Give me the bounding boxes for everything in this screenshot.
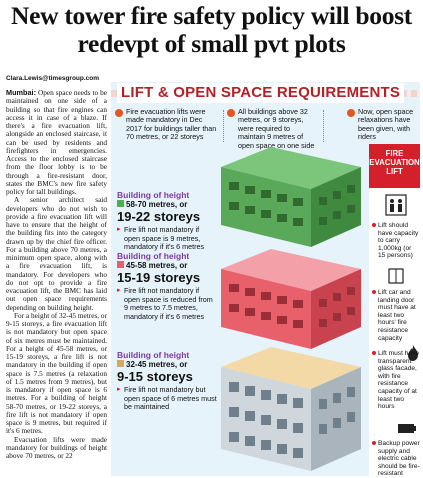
green-swatch <box>117 200 124 207</box>
sidebar-item: Lift should have capacity to carry 1,000… <box>372 222 420 260</box>
article-paragraph: For a height of 32-45 metres, or 9-15 st… <box>6 310 107 436</box>
infographic-title: LIFT & OPEN SPACE REQUIREMENTS <box>117 83 405 103</box>
height-category-45-58: Building of height 45-58 metres, or 15-1… <box>117 251 217 321</box>
article-paragraph: Mumbai: Open space needs to be maintaine… <box>6 89 107 196</box>
dateline: Mumbai: <box>6 89 36 97</box>
article-paragraph: A senior architect said developers who d… <box>6 195 107 312</box>
elevator-icon <box>388 268 404 284</box>
people-icon <box>385 194 407 216</box>
green-building <box>221 147 361 247</box>
height-category-32-45: Building of height 32-45 metres, or 9-15… <box>117 350 217 412</box>
fact-item: Now, open space relaxations have been gi… <box>347 107 417 142</box>
pink-swatch <box>117 261 124 268</box>
sidebar-item: Lift car and landing door must have at l… <box>372 289 420 342</box>
battery-icon <box>398 424 416 433</box>
sidebar-item: Lift must have transparent glass facade,… <box>372 350 420 411</box>
fire-evacuation-lift-sidebar: FIRE EVACUATION LIFT Lift should have ca… <box>369 144 420 476</box>
infographic-panel: LIFT & OPEN SPACE REQUIREMENTS Fire evac… <box>111 82 420 476</box>
tan-building <box>221 347 361 471</box>
fact-item: Fire evacuation lifts were made mandator… <box>115 107 219 142</box>
tan-swatch <box>117 360 124 367</box>
pink-building <box>221 249 361 349</box>
byline: Clara.Lewis@timesgroup.com <box>6 75 100 82</box>
infographic-banner: LIFT & OPEN SPACE REQUIREMENTS <box>111 82 420 104</box>
fire-icon <box>408 345 418 361</box>
article-paragraph: Evacuation lifts were made mandatory for… <box>6 434 107 460</box>
fact-item: All buildings above 32 metres, or 9 stor… <box>227 107 319 149</box>
buildings-illustration <box>221 147 361 471</box>
article-body: Mumbai: Open space needs to be maintaine… <box>6 89 107 475</box>
height-category-58-70: Building of height 58-70 metres, or 19-2… <box>117 190 217 252</box>
sidebar-item: Backup power supply and electric cable s… <box>372 440 420 476</box>
sidebar-header: FIRE EVACUATION LIFT <box>369 144 420 188</box>
headline: New tower fire safety policy will boost … <box>11 1 412 58</box>
